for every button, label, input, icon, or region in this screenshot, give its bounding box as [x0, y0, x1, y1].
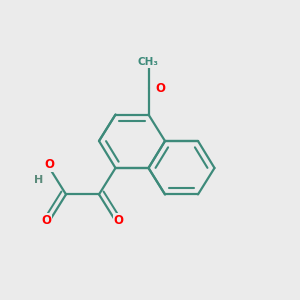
Text: CH₃: CH₃: [138, 57, 159, 67]
Text: O: O: [155, 82, 166, 95]
Text: H: H: [34, 175, 43, 185]
Text: O: O: [41, 214, 52, 227]
Text: O: O: [113, 214, 124, 227]
Text: O: O: [44, 158, 55, 172]
